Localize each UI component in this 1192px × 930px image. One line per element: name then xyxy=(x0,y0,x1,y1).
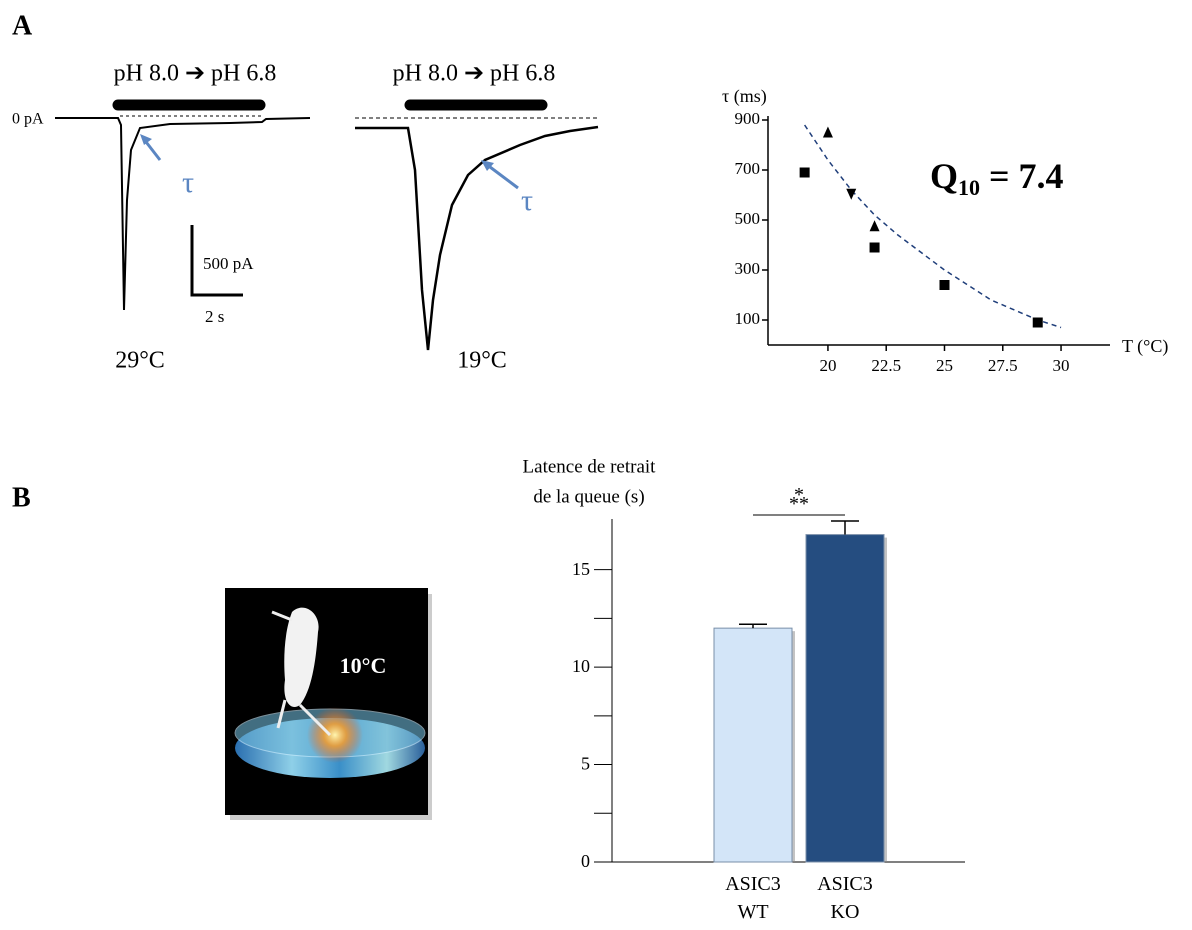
fit-line xyxy=(804,124,1062,329)
annotation-part: = 7.4 xyxy=(980,156,1064,196)
point xyxy=(939,280,950,290)
x-tick-label: 27.5 xyxy=(988,356,1018,375)
y-tick-label: 0 xyxy=(581,851,590,871)
x-tick-label: 20 xyxy=(819,356,836,375)
stimulus-label: pH 8.0 ➔ pH 6.8 xyxy=(393,61,556,87)
y-tick-label: 10 xyxy=(572,656,590,676)
y-tick-label: 300 xyxy=(735,259,761,278)
scale-label: 500 pA xyxy=(203,254,254,273)
significance-label: *** xyxy=(789,484,809,515)
x-tick-label: 25 xyxy=(936,356,953,375)
x-tick-label: ASIC3 WT xyxy=(725,873,781,923)
panel-label: A xyxy=(12,10,33,41)
annotation: Q10 = 7.4 xyxy=(930,156,1064,200)
point xyxy=(822,126,833,138)
y-tick-label: 5 xyxy=(581,754,590,774)
x-axis-label: T (°C) xyxy=(1122,336,1168,357)
baseline-label: 0 pA xyxy=(12,111,44,128)
x-tick-label: 30 xyxy=(1053,356,1070,375)
tau-arrow-head xyxy=(140,134,152,145)
mouse-limbs xyxy=(271,610,332,737)
y-tick-label: 900 xyxy=(735,109,761,128)
bar xyxy=(713,627,793,863)
y-tick-label: 15 xyxy=(572,559,590,579)
point xyxy=(846,188,857,200)
x-tick-label: ASIC3 KO xyxy=(817,873,873,923)
y-axis-label: τ (ms) xyxy=(722,86,767,107)
temperature-label: 19°C xyxy=(457,348,507,374)
mouse xyxy=(284,607,319,708)
point xyxy=(869,220,880,232)
photo xyxy=(225,588,428,815)
scale-bar xyxy=(190,225,243,297)
point xyxy=(1032,317,1043,328)
bar xyxy=(805,534,885,863)
tau-arrow xyxy=(485,162,519,190)
y-axis-label: de la queue (s) xyxy=(533,486,644,507)
y-tick-label: 500 xyxy=(735,209,761,228)
image-label: 10°C xyxy=(340,653,387,678)
y-axis-label: Latence de retrait xyxy=(523,456,657,477)
current-trace xyxy=(55,117,311,311)
point xyxy=(869,242,880,253)
light xyxy=(307,707,363,763)
tau-label: τ xyxy=(521,184,533,217)
y-tick-label: 100 xyxy=(735,309,761,328)
annotation-part: Q xyxy=(930,156,958,196)
temperature-label: 29°C xyxy=(115,348,165,374)
tau-arrow-head xyxy=(481,160,494,171)
stimulus-label: pH 8.0 ➔ pH 6.8 xyxy=(114,61,277,87)
point xyxy=(799,167,810,178)
tau-label: τ xyxy=(182,166,194,199)
x-tick-label: 22.5 xyxy=(871,356,901,375)
panel-label: B xyxy=(12,482,31,513)
scale-label: 2 s xyxy=(205,307,224,326)
y-tick-label: 700 xyxy=(735,159,761,178)
current-trace xyxy=(355,125,599,351)
annotation-part: 10 xyxy=(958,175,980,200)
